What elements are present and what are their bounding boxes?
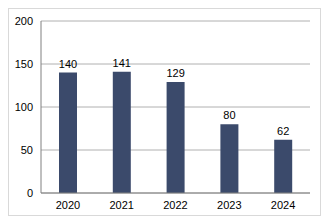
svg-text:150: 150 — [15, 58, 33, 70]
svg-text:200: 200 — [15, 15, 33, 27]
svg-text:2023: 2023 — [217, 199, 241, 211]
svg-text:62: 62 — [277, 125, 289, 137]
svg-text:80: 80 — [223, 109, 235, 121]
svg-text:141: 141 — [113, 57, 131, 69]
svg-text:140: 140 — [59, 58, 77, 70]
svg-text:0: 0 — [27, 187, 33, 199]
svg-text:2020: 2020 — [56, 199, 80, 211]
svg-text:129: 129 — [166, 67, 184, 79]
svg-text:100: 100 — [15, 101, 33, 113]
svg-text:2022: 2022 — [163, 199, 187, 211]
svg-text:2024: 2024 — [271, 199, 295, 211]
svg-text:2021: 2021 — [109, 199, 133, 211]
svg-text:50: 50 — [21, 144, 33, 156]
